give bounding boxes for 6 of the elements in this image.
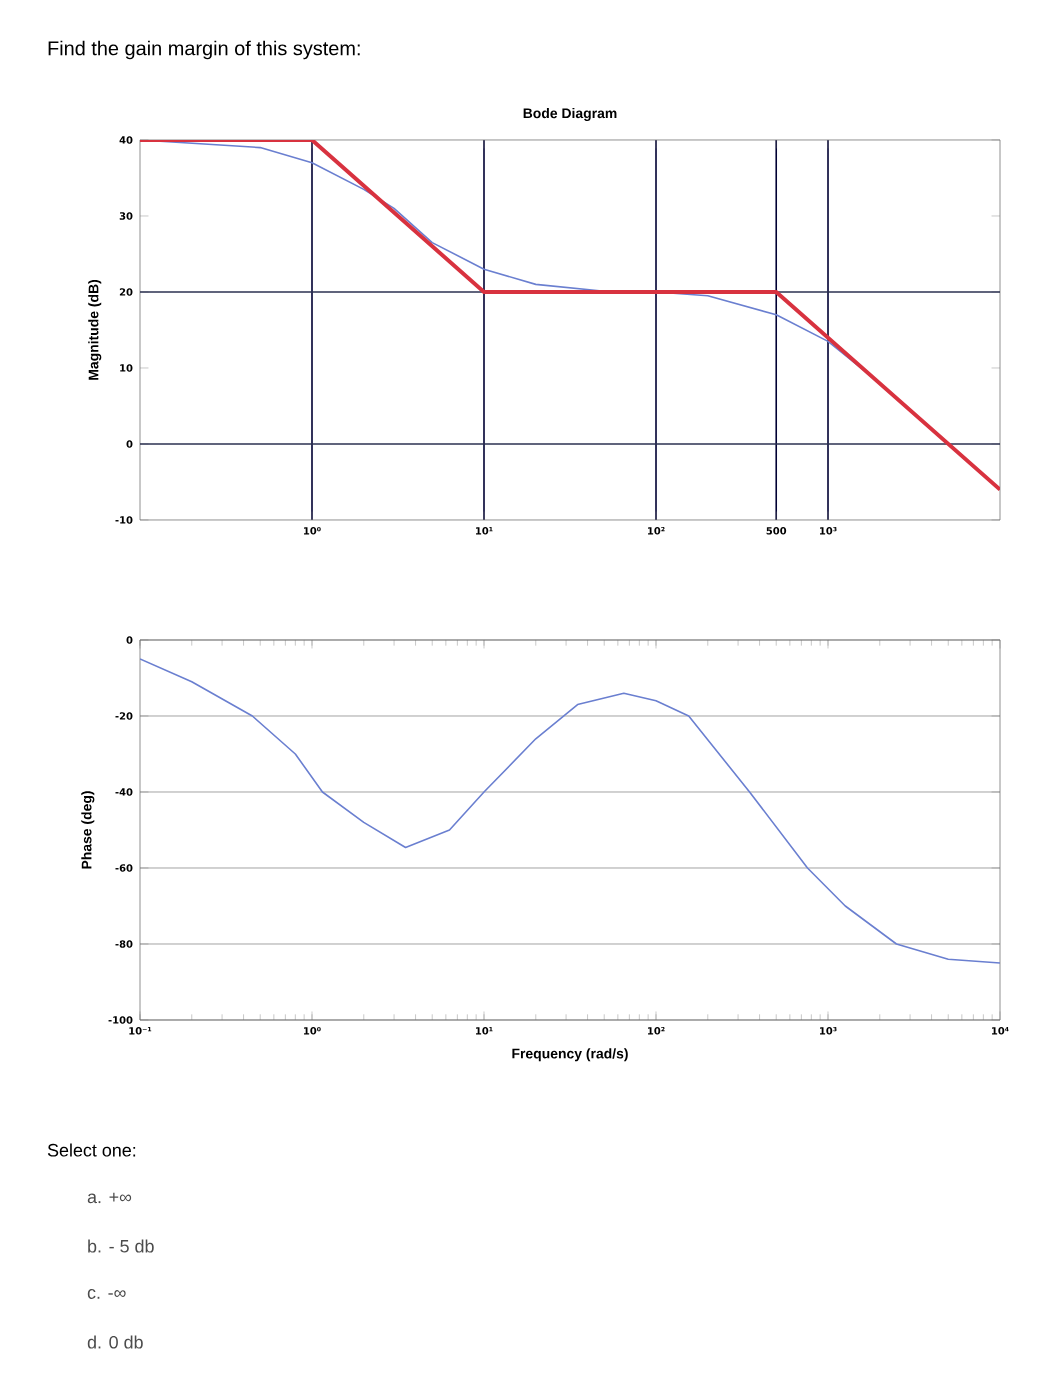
text: d. 0 db xyxy=(87,1335,143,1349)
text: b. - 5 db xyxy=(88,1239,154,1253)
text: Select one: xyxy=(47,1143,136,1157)
text: Find the gain margin of this system: xyxy=(48,40,360,60)
text: a. +∞ xyxy=(87,1192,132,1204)
text: c. -∞ xyxy=(87,1289,126,1299)
